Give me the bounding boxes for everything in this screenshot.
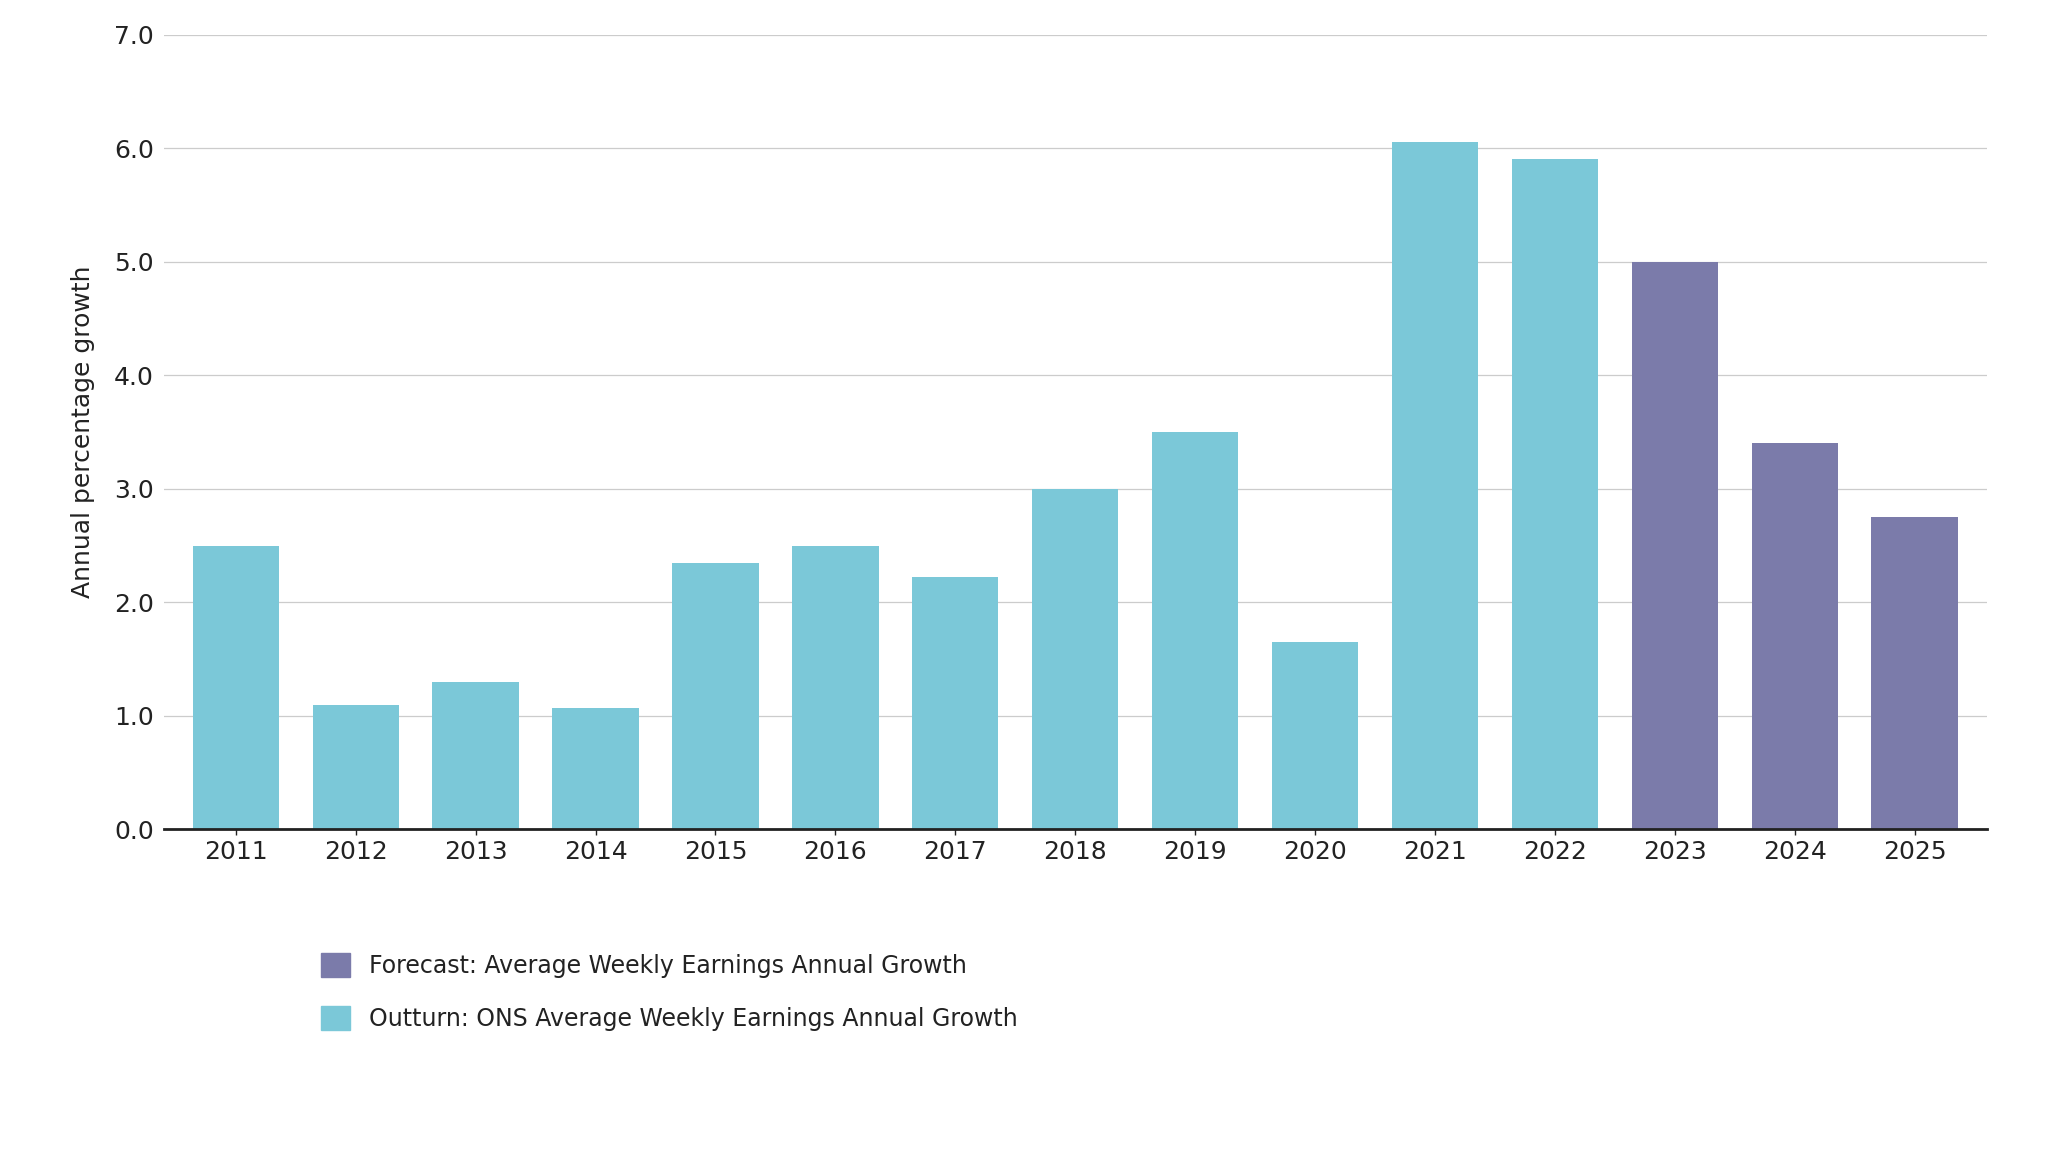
Bar [432, 682, 518, 829]
Legend: Forecast: Average Weekly Earnings Annual Growth, Outturn: ONS Average Weekly Ear: Forecast: Average Weekly Earnings Annual… [322, 953, 1018, 1031]
Bar [193, 546, 279, 829]
Bar [313, 705, 399, 829]
Bar [1272, 642, 1358, 829]
Bar [1511, 159, 1597, 829]
Bar [1751, 444, 1837, 829]
Bar [911, 577, 999, 829]
Y-axis label: Annual percentage growth: Annual percentage growth [72, 266, 94, 598]
Bar [1393, 143, 1479, 829]
Bar [1032, 488, 1118, 829]
Bar [1151, 432, 1239, 829]
Bar [1872, 517, 1958, 829]
Bar [672, 562, 758, 829]
Bar [553, 708, 639, 829]
Bar [793, 546, 879, 829]
Bar [1632, 262, 1718, 829]
